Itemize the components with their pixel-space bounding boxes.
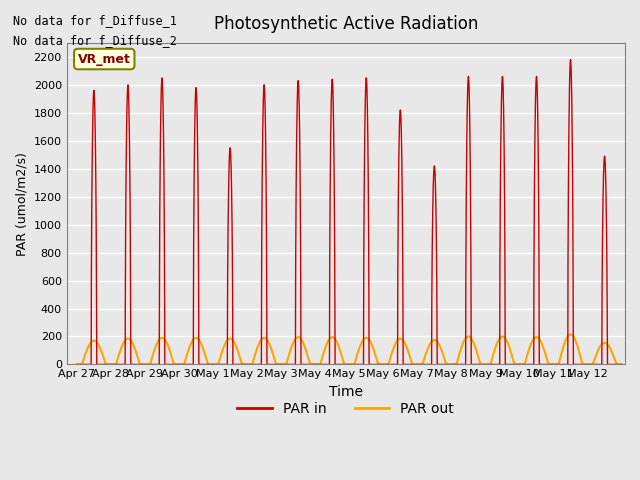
Legend: PAR in, PAR out: PAR in, PAR out — [232, 396, 460, 422]
Title: Photosynthetic Active Radiation: Photosynthetic Active Radiation — [214, 15, 478, 33]
Text: No data for f_Diffuse_1: No data for f_Diffuse_1 — [13, 14, 177, 27]
Y-axis label: PAR (umol/m2/s): PAR (umol/m2/s) — [15, 152, 28, 255]
Text: VR_met: VR_met — [78, 52, 131, 66]
X-axis label: Time: Time — [329, 385, 363, 399]
Text: No data for f_Diffuse_2: No data for f_Diffuse_2 — [13, 34, 177, 47]
